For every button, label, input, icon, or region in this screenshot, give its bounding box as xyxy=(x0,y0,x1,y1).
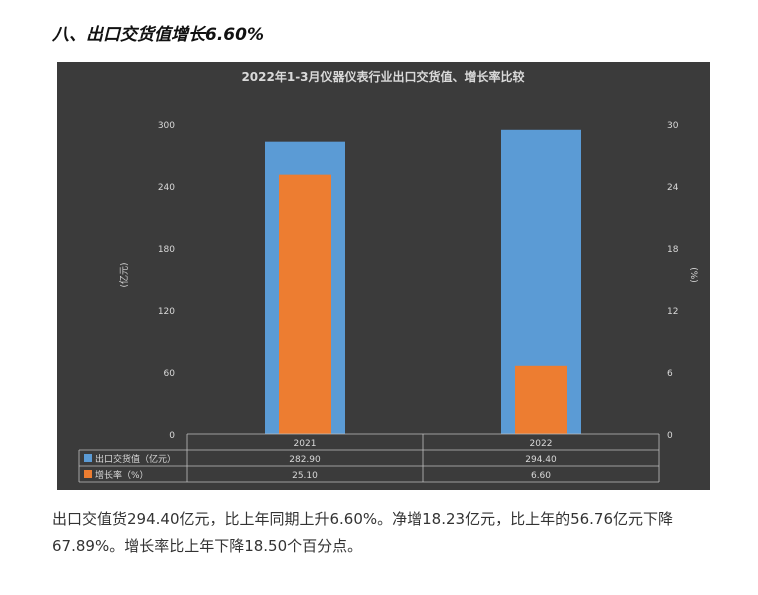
y-tick-label-right-5: 30 xyxy=(667,121,679,131)
summary-paragraph: 出口交值货294.40亿元，比上年同期上升6.60%。净增18.23亿元，比上年… xyxy=(52,510,674,555)
bar-growth-rate-2021 xyxy=(279,174,331,434)
y-tick-label-right-2: 12 xyxy=(667,307,678,317)
legend-swatch-1 xyxy=(84,470,92,478)
data-label-1-2021: 25.10 xyxy=(292,471,318,481)
chart-title: 2022年1-3月仪器仪表行业出口交货值、增长率比较 xyxy=(241,69,524,84)
bar-growth-rate-2022 xyxy=(515,365,567,434)
legend-label-0: 出口交货值（亿元） xyxy=(95,453,176,465)
chart: 2022年1-3月仪器仪表行业出口交货值、增长率比较 0 60 120 180 240 3… xyxy=(57,62,710,490)
x-tick-label-2022: 2022 xyxy=(530,439,553,449)
y-tick-label-left-4: 240 xyxy=(158,183,175,193)
y-tick-label-right-4: 24 xyxy=(667,183,679,193)
y-tick-label-left-2: 120 xyxy=(158,307,175,317)
y-tick-label-left-3: 180 xyxy=(158,245,175,255)
data-table: 2021 2022 出口交货值（亿元） 282.90 294.40 增长率（%） 25.10… xyxy=(78,433,660,483)
legend-swatch-0 xyxy=(84,454,92,462)
y-tick-label-right-0: 0 xyxy=(667,431,673,441)
y-tick-label-left-5: 300 xyxy=(158,121,175,131)
x-tick-label-2021: 2021 xyxy=(294,439,317,449)
y-tick-label-left-1: 60 xyxy=(164,369,176,379)
y-tick-label-left-0: 0 xyxy=(169,431,175,441)
data-label-0-2021: 282.90 xyxy=(289,455,321,465)
section-heading: 八、出口交货值增长6.60% xyxy=(52,25,264,45)
data-label-0-2022: 294.40 xyxy=(525,455,557,465)
y-tick-label-right-3: 18 xyxy=(667,245,679,255)
chart-background xyxy=(57,62,710,490)
y-tick-label-right-1: 6 xyxy=(667,369,673,379)
y-axis-label-left: (亿元) xyxy=(118,262,130,287)
legend-label-1: 增长率（%） xyxy=(95,469,149,481)
data-label-1-2022: 6.60 xyxy=(531,471,551,481)
chart-svg: 2022年1-3月仪器仪表行业出口交货值、增长率比较 0601201802403… xyxy=(57,62,710,490)
y-axis-label-right: (%) xyxy=(688,267,698,283)
